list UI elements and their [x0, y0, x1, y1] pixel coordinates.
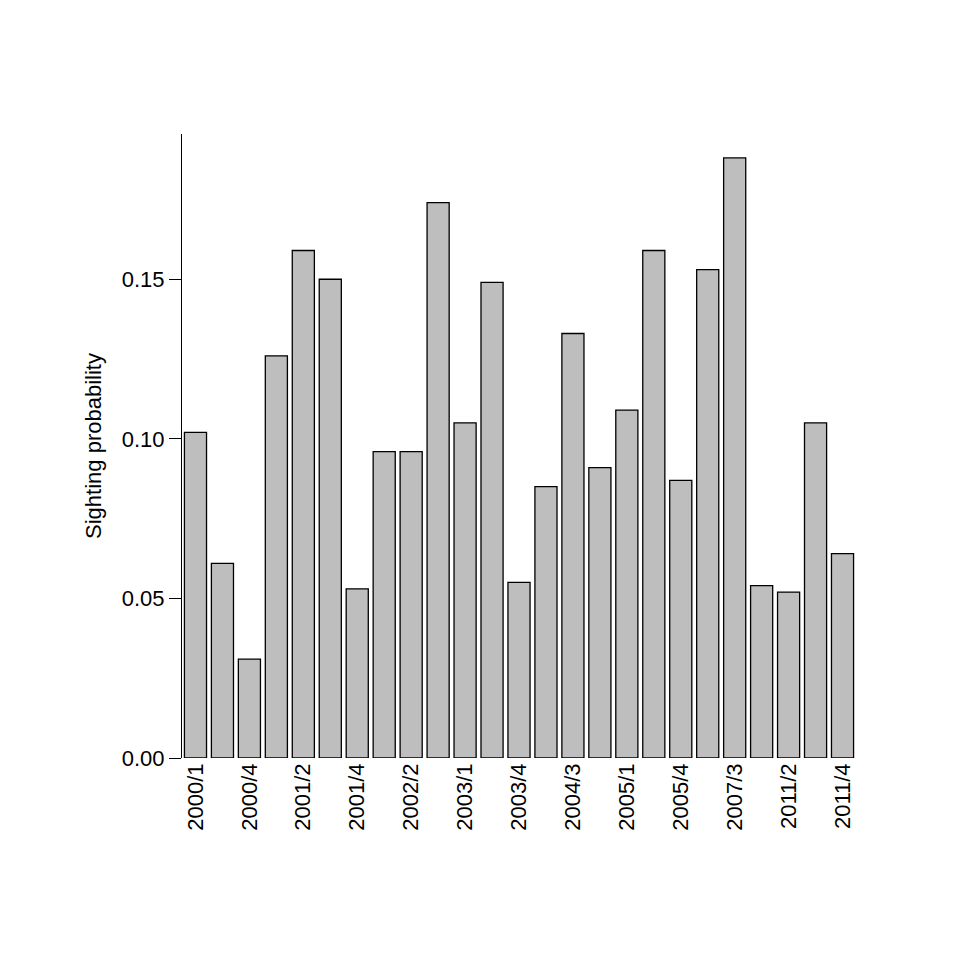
svg-text:2001/4: 2001/4 [344, 763, 369, 830]
svg-text:2011/2: 2011/2 [776, 763, 801, 829]
svg-text:2011/4: 2011/4 [830, 763, 855, 829]
svg-text:2001/2: 2001/2 [290, 763, 315, 830]
svg-text:0.10: 0.10 [122, 427, 165, 452]
svg-text:2003/4: 2003/4 [506, 763, 531, 830]
svg-text:0.15: 0.15 [122, 267, 165, 292]
svg-text:0.05: 0.05 [122, 586, 165, 611]
svg-text:2002/2: 2002/2 [398, 763, 423, 830]
svg-text:2000/1: 2000/1 [183, 763, 208, 830]
svg-text:Sighting probability: Sighting probability [81, 353, 106, 539]
svg-text:2000/4: 2000/4 [237, 763, 262, 830]
svg-text:2004/3: 2004/3 [560, 763, 585, 830]
svg-text:0.00: 0.00 [122, 746, 165, 771]
svg-text:2005/1: 2005/1 [614, 763, 639, 830]
svg-text:2003/1: 2003/1 [452, 763, 477, 830]
svg-text:2005/4: 2005/4 [668, 763, 693, 830]
svg-text:2007/3: 2007/3 [722, 763, 747, 830]
